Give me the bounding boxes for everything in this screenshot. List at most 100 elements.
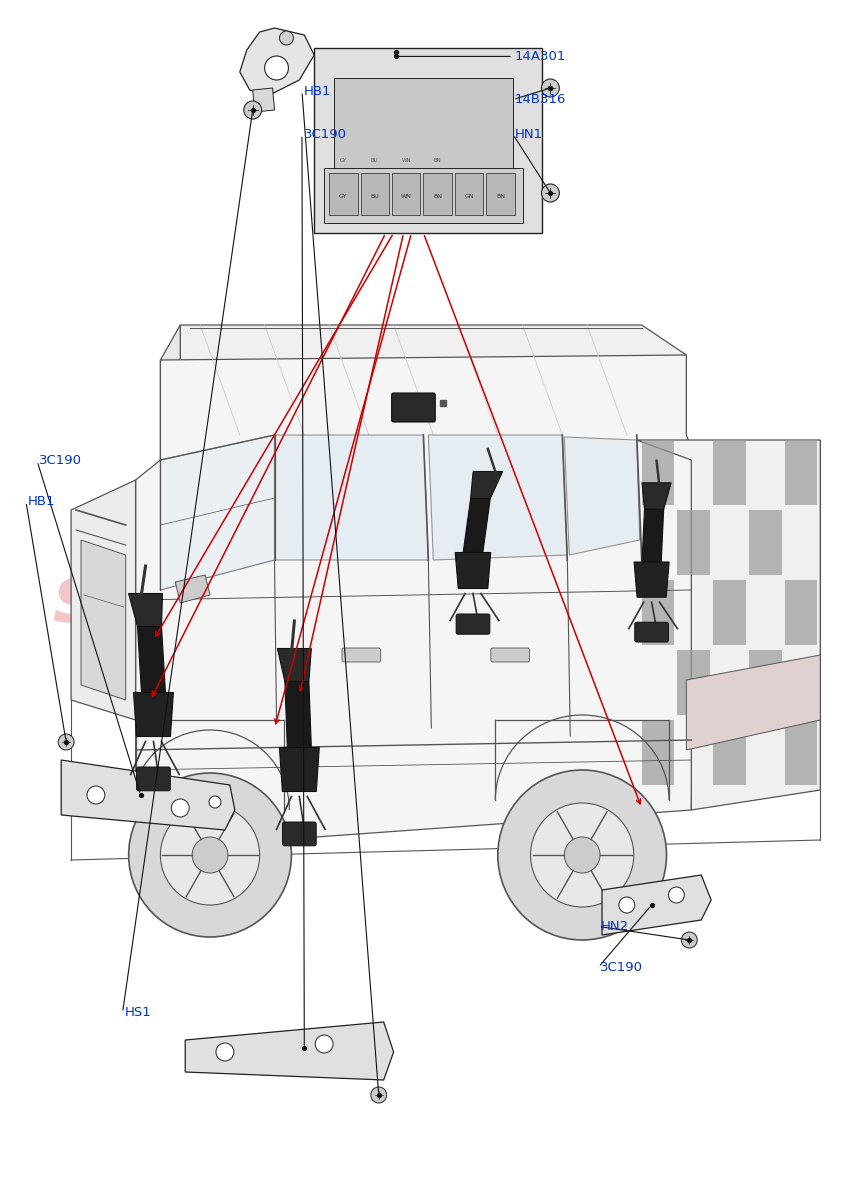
FancyBboxPatch shape (137, 767, 170, 791)
Text: WN: WN (401, 157, 411, 162)
Polygon shape (678, 650, 710, 715)
Circle shape (542, 79, 560, 97)
Text: HN2: HN2 (600, 920, 629, 932)
Circle shape (280, 31, 294, 44)
Polygon shape (185, 1022, 393, 1080)
Polygon shape (160, 434, 275, 590)
Bar (314, 48, 542, 233)
Circle shape (171, 799, 189, 817)
Bar (392, 173, 420, 215)
Bar (361, 173, 389, 215)
Polygon shape (160, 325, 180, 460)
Polygon shape (634, 562, 669, 598)
Circle shape (564, 838, 600, 874)
Polygon shape (749, 510, 782, 575)
Text: 14B316: 14B316 (515, 94, 567, 106)
Bar (424, 173, 452, 215)
Polygon shape (61, 760, 235, 830)
Polygon shape (176, 575, 210, 602)
Polygon shape (252, 88, 275, 112)
Polygon shape (285, 682, 312, 748)
Text: HS1: HS1 (125, 1007, 152, 1019)
Polygon shape (784, 580, 817, 646)
FancyBboxPatch shape (456, 614, 490, 634)
Circle shape (619, 898, 635, 913)
Text: car  parts: car parts (146, 656, 345, 698)
FancyBboxPatch shape (342, 648, 381, 662)
Circle shape (160, 805, 260, 905)
Circle shape (530, 803, 634, 907)
Polygon shape (641, 580, 674, 646)
Polygon shape (713, 580, 746, 646)
Polygon shape (455, 552, 491, 588)
Polygon shape (275, 434, 428, 560)
Polygon shape (642, 482, 671, 509)
Text: GY: GY (340, 157, 347, 162)
Polygon shape (686, 655, 821, 750)
Polygon shape (428, 434, 567, 560)
FancyBboxPatch shape (282, 822, 316, 846)
Bar (455, 173, 483, 215)
Circle shape (244, 101, 262, 119)
Polygon shape (602, 875, 711, 935)
Polygon shape (642, 509, 664, 562)
Circle shape (59, 734, 74, 750)
Text: GY: GY (339, 193, 348, 198)
Text: BN: BN (433, 193, 442, 198)
Polygon shape (641, 720, 674, 785)
Text: GN: GN (464, 193, 474, 198)
Text: BN: BN (496, 193, 505, 198)
Bar (324, 168, 523, 223)
Text: HB1: HB1 (28, 496, 55, 508)
Polygon shape (133, 692, 173, 737)
Polygon shape (277, 648, 312, 682)
FancyBboxPatch shape (635, 622, 668, 642)
Text: 3C190: 3C190 (39, 455, 82, 467)
Polygon shape (463, 498, 490, 552)
Polygon shape (180, 325, 686, 434)
Circle shape (498, 770, 666, 940)
Circle shape (87, 786, 105, 804)
Circle shape (209, 796, 221, 808)
Text: 3C190: 3C190 (600, 961, 643, 973)
Text: HN1: HN1 (515, 128, 543, 140)
Circle shape (216, 1043, 234, 1061)
Bar (486, 173, 515, 215)
Polygon shape (637, 440, 821, 810)
Circle shape (681, 932, 697, 948)
Polygon shape (678, 510, 710, 575)
Polygon shape (713, 440, 746, 505)
Polygon shape (784, 720, 817, 785)
Text: 14A301: 14A301 (515, 50, 567, 62)
Polygon shape (564, 437, 640, 554)
FancyBboxPatch shape (491, 648, 530, 662)
Text: WN: WN (400, 193, 412, 198)
Polygon shape (138, 626, 165, 692)
Text: BU: BU (371, 157, 379, 162)
Polygon shape (713, 720, 746, 785)
Circle shape (542, 184, 560, 202)
Polygon shape (471, 472, 503, 498)
Circle shape (128, 773, 291, 937)
Polygon shape (641, 440, 674, 505)
Polygon shape (135, 355, 697, 850)
Polygon shape (71, 480, 135, 720)
Circle shape (668, 887, 684, 902)
Polygon shape (749, 650, 782, 715)
Polygon shape (81, 540, 126, 700)
Polygon shape (784, 440, 817, 505)
Polygon shape (128, 594, 163, 626)
Bar (329, 173, 357, 215)
Text: scuderia: scuderia (53, 560, 439, 638)
Polygon shape (279, 748, 319, 792)
Circle shape (264, 56, 288, 80)
Circle shape (371, 1087, 387, 1103)
Circle shape (192, 838, 228, 874)
Circle shape (315, 1034, 333, 1054)
Bar (334, 78, 512, 193)
Polygon shape (240, 28, 314, 95)
Text: BN: BN (434, 157, 442, 162)
Text: HB1: HB1 (304, 85, 331, 97)
Text: 3C190: 3C190 (304, 128, 347, 140)
FancyBboxPatch shape (392, 392, 436, 422)
